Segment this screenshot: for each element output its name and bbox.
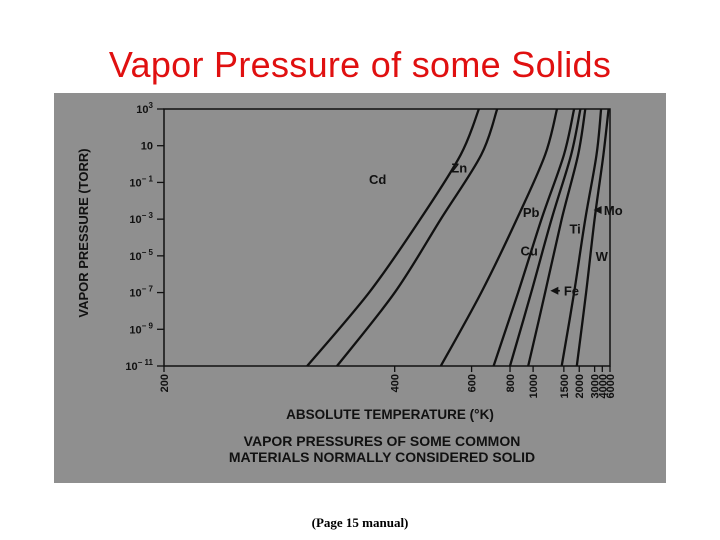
label-zn: Zn — [451, 161, 467, 176]
series-annotations: Cd Zn Pb Cu Ti W Mo Fe — [369, 161, 623, 299]
chart-figure: 103 10 10− 1 10− 3 10− 5 10− 7 10− 9 10− 11 200… — [54, 93, 666, 483]
y-tick-label: 10 — [141, 141, 153, 153]
y-tick-label: 103 — [136, 101, 153, 116]
page-reference-caption: (Page 15 manual) — [311, 515, 409, 530]
label-w: W — [596, 249, 609, 264]
label-ti: Ti — [569, 221, 580, 236]
slide-title: Vapor Pressure of some Solids — [108, 44, 612, 85]
curve-w — [575, 108, 610, 367]
x-tick-label: 1500 — [559, 374, 571, 398]
x-tick-label: 6000 — [605, 374, 617, 398]
x-tick-label: 400 — [390, 374, 402, 392]
x-tick-label: 600 — [467, 374, 479, 392]
curve-ti — [527, 108, 587, 367]
y-tick-label: 10− 1 — [129, 174, 153, 189]
curve-pb — [439, 108, 559, 367]
label-fe: Fe — [564, 284, 579, 299]
label-cd: Cd — [369, 172, 386, 187]
x-tick-label: 3000 — [590, 374, 602, 398]
x-tick-label: 200 — [159, 374, 171, 392]
label-mo: Mo — [604, 203, 623, 218]
curve-zn — [336, 108, 499, 367]
x-tick-label: 4000 — [597, 374, 609, 398]
curve-fe — [508, 108, 582, 367]
y-axis-ticks: 103 10 10− 1 10− 3 10− 5 10− 7 10− 9 10− 11 — [125, 101, 164, 373]
curve-cd — [306, 108, 480, 367]
chart-title-line-1: VAPOR PRESSURES OF SOME COMMON — [244, 433, 521, 449]
x-tick-label: 1000 — [528, 374, 540, 398]
y-tick-label: 10− 9 — [129, 321, 153, 336]
x-tick-label: 2000 — [574, 374, 586, 398]
label-cu: Cu — [521, 243, 538, 258]
arrowhead-icon — [593, 205, 602, 214]
series-curves — [306, 108, 610, 367]
y-tick-label: 10− 5 — [129, 248, 153, 263]
chart-title-line-2: MATERIALS NORMALLY CONSIDERED SOLID — [229, 449, 535, 465]
label-pb: Pb — [523, 205, 540, 220]
plot-frame — [163, 108, 611, 367]
y-tick-label: 10− 3 — [129, 211, 153, 226]
curve-mo — [560, 108, 603, 367]
y-axis-label: VAPOR PRESSURE (TORR) — [76, 148, 91, 317]
x-tick-label: 800 — [505, 374, 517, 392]
y-tick-label: 10− 7 — [129, 285, 153, 300]
curve-cu — [492, 108, 576, 367]
vapor-pressure-chart: 103 10 10− 1 10− 3 10− 5 10− 7 10− 9 10− 11 200… — [76, 101, 623, 465]
arrowhead-icon — [550, 286, 559, 295]
x-axis-label: ABSOLUTE TEMPERATURE (°K) — [286, 407, 494, 422]
y-tick-label: 10− 11 — [125, 358, 153, 373]
